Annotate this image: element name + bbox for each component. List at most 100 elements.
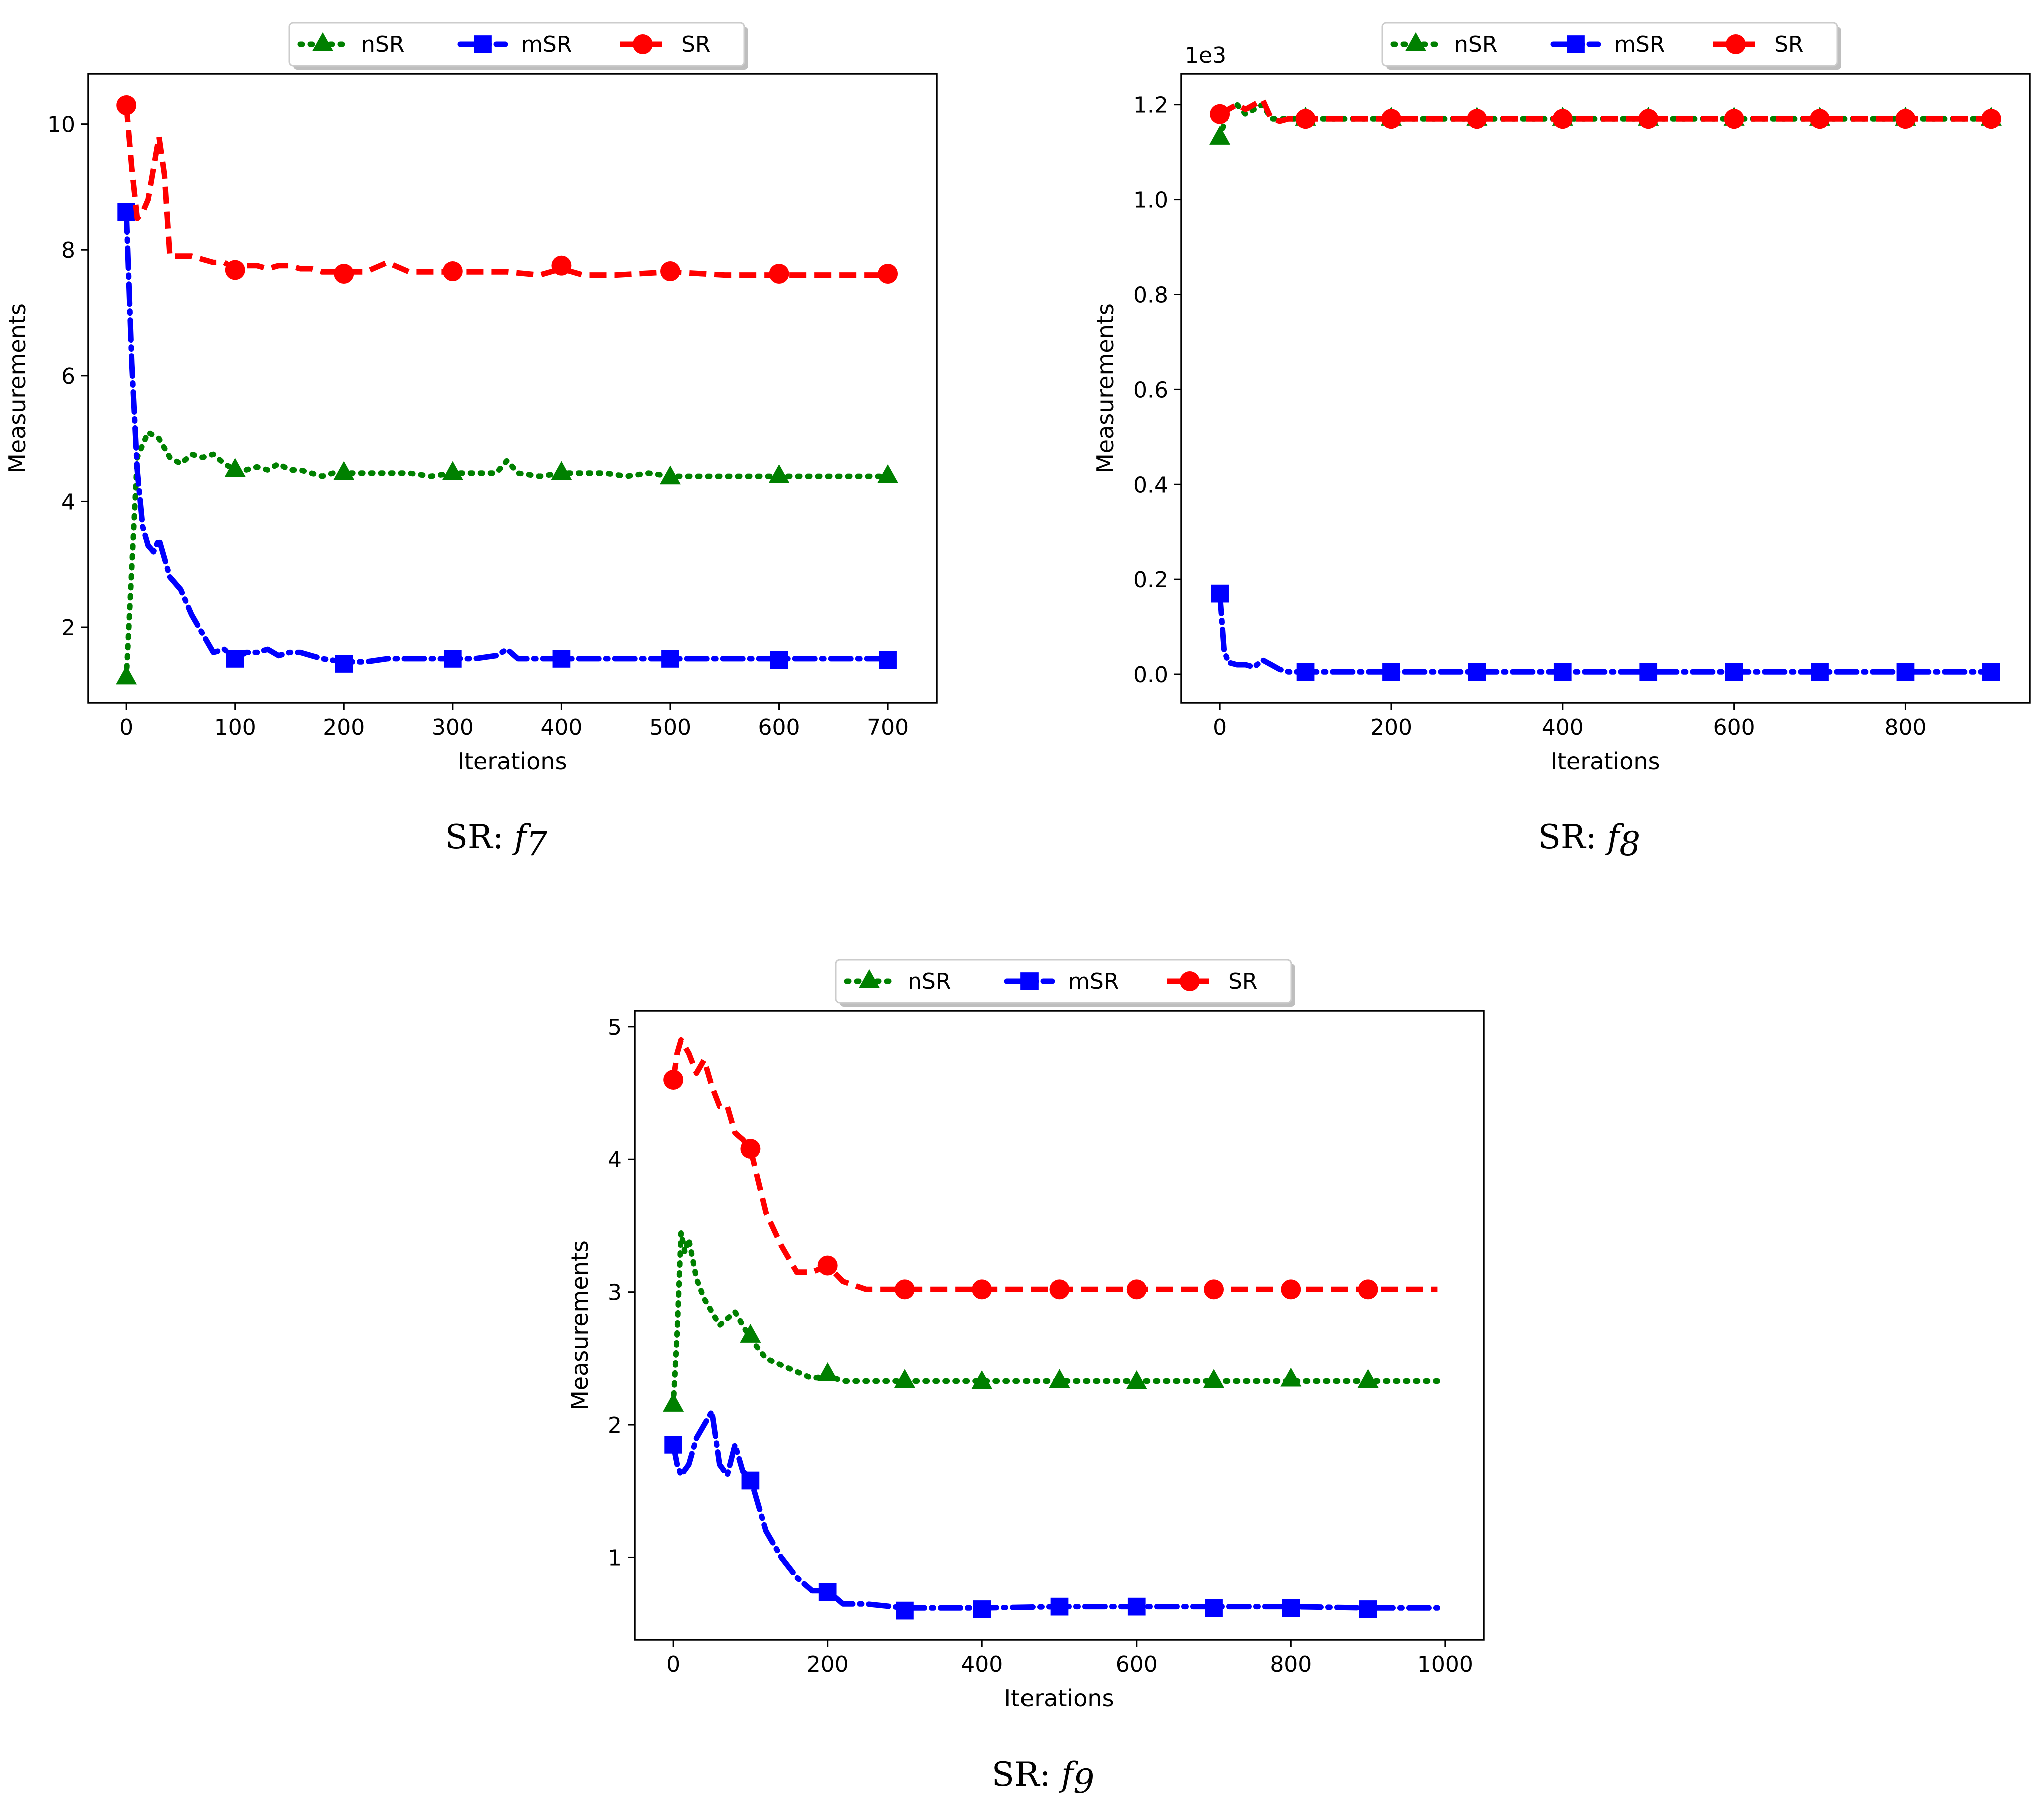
y-tick-label: 4 (608, 1147, 622, 1173)
y-tick-label: 5 (608, 1015, 622, 1040)
legend-label-mSR: mSR (1614, 32, 1665, 57)
y-tick-label: 1.2 (1133, 93, 1168, 118)
data-point-mSR (1205, 1599, 1223, 1617)
data-point-SR (663, 1070, 684, 1090)
y-axis-label: Measurements (566, 1240, 593, 1410)
legend-marker-mSR (474, 35, 492, 53)
y-tick-label: 2 (61, 615, 75, 641)
caption: SR: f7 (445, 818, 548, 863)
x-tick-label: 1000 (1417, 1652, 1473, 1677)
data-point-mSR (1359, 1600, 1377, 1618)
legend-marker-nSR (312, 32, 333, 51)
legend-marker-mSR (1020, 972, 1039, 990)
data-point-nSR (894, 1369, 915, 1388)
data-point-mSR (1811, 663, 1829, 681)
data-point-SR (116, 95, 137, 115)
data-point-mSR (661, 650, 679, 668)
plot-area (87, 73, 938, 704)
data-point-mSR (117, 203, 135, 221)
legend-marker-SR (633, 34, 653, 54)
data-point-SR (1358, 1279, 1378, 1300)
legend: nSR mSR SR (288, 22, 748, 70)
data-point-mSR (443, 650, 462, 668)
x-tick-label: 300 (432, 715, 474, 740)
legend-marker-SR (1180, 971, 1200, 991)
data-point-mSR (1896, 663, 1915, 681)
data-point-SR (740, 1139, 761, 1159)
series-line-mSR (123, 209, 891, 665)
data-point-nSR (817, 1362, 838, 1381)
data-point-mSR (664, 1436, 682, 1454)
data-point-mSR (552, 650, 571, 668)
x-tick-label: 700 (867, 715, 909, 740)
data-point-mSR (1725, 663, 1743, 681)
data-point-SR (1895, 109, 1916, 129)
axis-ticks: 0 100 200 300 400 500 600 700 2 4 6 8 10 (47, 112, 909, 740)
data-point-nSR (659, 465, 681, 485)
data-point-SR (225, 260, 245, 280)
data-point-mSR (335, 655, 353, 673)
series-lines (663, 1037, 1440, 1620)
data-point-mSR (818, 1583, 837, 1601)
data-point-mSR (226, 650, 244, 668)
data-point-SR (1552, 109, 1573, 129)
legend-box (288, 22, 745, 67)
data-point-SR (551, 255, 572, 276)
series-line-mSR (1217, 591, 1994, 675)
legend-box (1381, 22, 1838, 67)
data-point-SR (1810, 109, 1830, 129)
legend-marker-nSR (859, 969, 880, 988)
data-point-SR (878, 264, 898, 284)
data-point-mSR (1050, 1597, 1069, 1616)
data-point-mSR (973, 1600, 991, 1618)
legend-label-SR: SR (681, 32, 711, 57)
data-point-nSR (116, 665, 137, 685)
data-point-nSR (877, 464, 899, 483)
data-point-SR (1381, 109, 1401, 129)
caption: SR: f8 (1538, 818, 1641, 863)
plot-area (1180, 73, 2031, 704)
x-tick-label: 0 (666, 1652, 680, 1677)
data-point-nSR (1280, 1367, 1302, 1387)
data-point-mSR (770, 651, 788, 669)
x-tick-label: 800 (1270, 1652, 1312, 1677)
axis-ticks: 0 200 400 600 800 0.0 0.2 0.4 0.6 0.8 1.0 1.2 (1133, 93, 1926, 740)
data-point-nSR (1049, 1369, 1070, 1388)
data-point-mSR (879, 651, 897, 669)
legend-label-mSR: mSR (1068, 969, 1119, 994)
data-point-SR (1210, 104, 1230, 124)
data-point-nSR (1209, 126, 1231, 145)
data-point-SR (1638, 109, 1659, 129)
data-point-mSR (1639, 663, 1658, 681)
data-point-nSR (663, 1393, 684, 1412)
x-axis-label: Iterations (1550, 748, 1660, 775)
data-point-mSR (1468, 663, 1486, 681)
data-point-mSR (1553, 663, 1572, 681)
x-axis-label: Iterations (457, 748, 567, 775)
x-tick-label: 400 (961, 1652, 1003, 1677)
x-tick-label: 0 (1213, 715, 1227, 740)
y-tick-label: 2 (608, 1413, 622, 1438)
data-point-mSR (1282, 1599, 1300, 1617)
x-tick-label: 600 (1713, 715, 1755, 740)
x-tick-label: 200 (807, 1652, 849, 1677)
legend-label-SR: SR (1774, 32, 1804, 57)
plot-area (634, 1010, 1485, 1641)
caption-prefix: SR: (992, 1755, 1061, 1794)
legend-marker-nSR (1405, 32, 1426, 51)
series-line-mSR (670, 1409, 1440, 1611)
y-tick-label: 0.6 (1133, 377, 1168, 403)
data-point-nSR (1203, 1369, 1225, 1388)
y-tick-label: 1.0 (1133, 188, 1168, 213)
data-point-nSR (1126, 1370, 1147, 1389)
legend-label-mSR: mSR (521, 32, 572, 57)
x-tick-label: 0 (119, 715, 133, 740)
x-tick-label: 600 (758, 715, 800, 740)
data-point-nSR (333, 461, 355, 480)
series-lines (1209, 97, 2002, 681)
legend-box (835, 959, 1292, 1004)
x-tick-label: 100 (214, 715, 256, 740)
